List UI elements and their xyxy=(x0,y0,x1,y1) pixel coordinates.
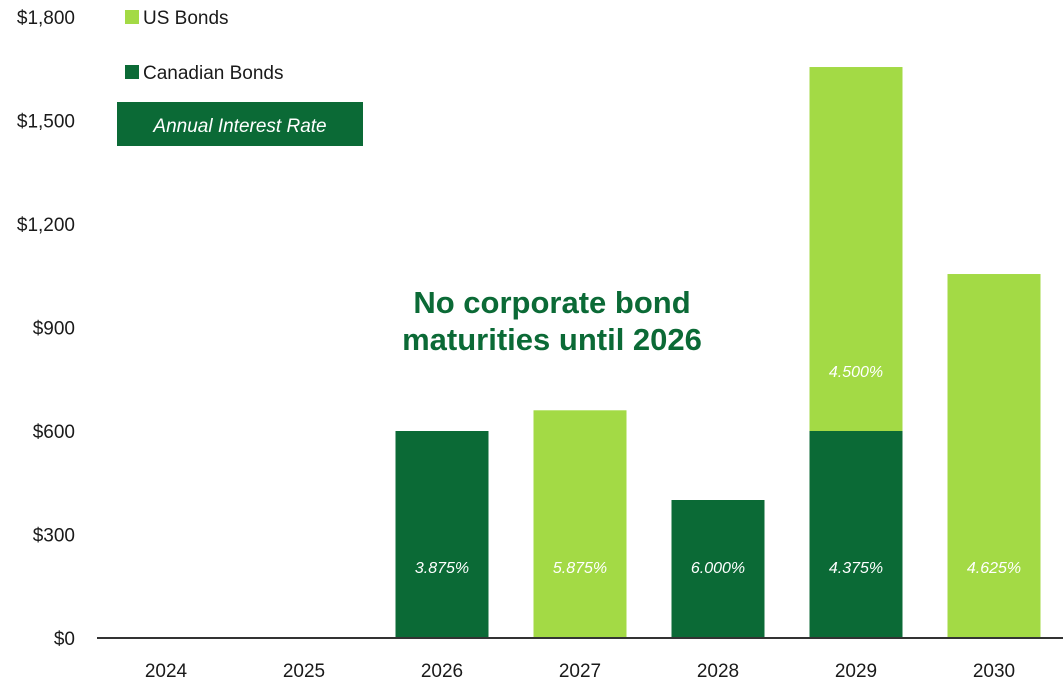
legend-rate-box xyxy=(117,102,363,146)
legend-swatch-us-bonds xyxy=(125,10,139,24)
bar-canadian-bonds-2029 xyxy=(809,431,903,638)
bar-us-bonds-2027 xyxy=(533,410,627,638)
legend-label-us-bonds: US Bonds xyxy=(143,8,229,29)
rate-label: 4.625% xyxy=(967,560,1021,577)
bar-canadian-bonds-2026 xyxy=(395,431,489,638)
rate-label: 4.500% xyxy=(829,364,883,381)
annotation-line-1: No corporate bond xyxy=(413,285,690,320)
x-tick-label: 2024 xyxy=(145,661,188,682)
y-tick-label: $600 xyxy=(33,422,75,443)
x-tick-label: 2026 xyxy=(421,661,463,682)
annotation: No corporate bond maturities until 2026 xyxy=(402,285,702,357)
legend-label-canadian-bonds: Canadian Bonds xyxy=(143,63,284,84)
bar-us-bonds-2029 xyxy=(809,67,903,432)
legend-swatch-canadian-bonds xyxy=(125,65,139,79)
y-tick-label: $0 xyxy=(54,629,75,650)
y-axis: $0 $300 $600 $900 $1,200 $1,500 $1,800 xyxy=(17,8,75,650)
y-tick-label: $900 xyxy=(33,319,75,340)
rate-label: 5.875% xyxy=(553,560,607,577)
x-axis: 2024 2025 2026 2027 2028 2029 2030 xyxy=(145,661,1015,682)
y-tick-label: $1,500 xyxy=(17,112,75,133)
legend-rate-box-label: Annual Interest Rate xyxy=(152,116,326,137)
y-tick-label: $300 xyxy=(33,526,75,547)
legend: US Bonds Canadian Bonds Annual Interest … xyxy=(117,8,363,146)
bar-us-bonds-2030 xyxy=(947,274,1041,638)
x-tick-label: 2027 xyxy=(559,661,601,682)
y-tick-label: $1,200 xyxy=(17,215,75,236)
rate-label: 4.375% xyxy=(829,560,883,577)
x-tick-label: 2029 xyxy=(835,661,877,682)
x-tick-label: 2028 xyxy=(697,661,739,682)
bars: 3.875% 5.875% 6.000% 4.375% 4.500% 4.625% xyxy=(395,67,1041,638)
x-tick-label: 2025 xyxy=(283,661,325,682)
x-tick-label: 2030 xyxy=(973,661,1015,682)
annotation-line-2: maturities until 2026 xyxy=(402,322,702,357)
rate-label: 3.875% xyxy=(415,560,469,577)
rate-label: 6.000% xyxy=(691,560,745,577)
bar-canadian-bonds-2028 xyxy=(671,500,765,638)
y-tick-label: $1,800 xyxy=(17,8,75,29)
